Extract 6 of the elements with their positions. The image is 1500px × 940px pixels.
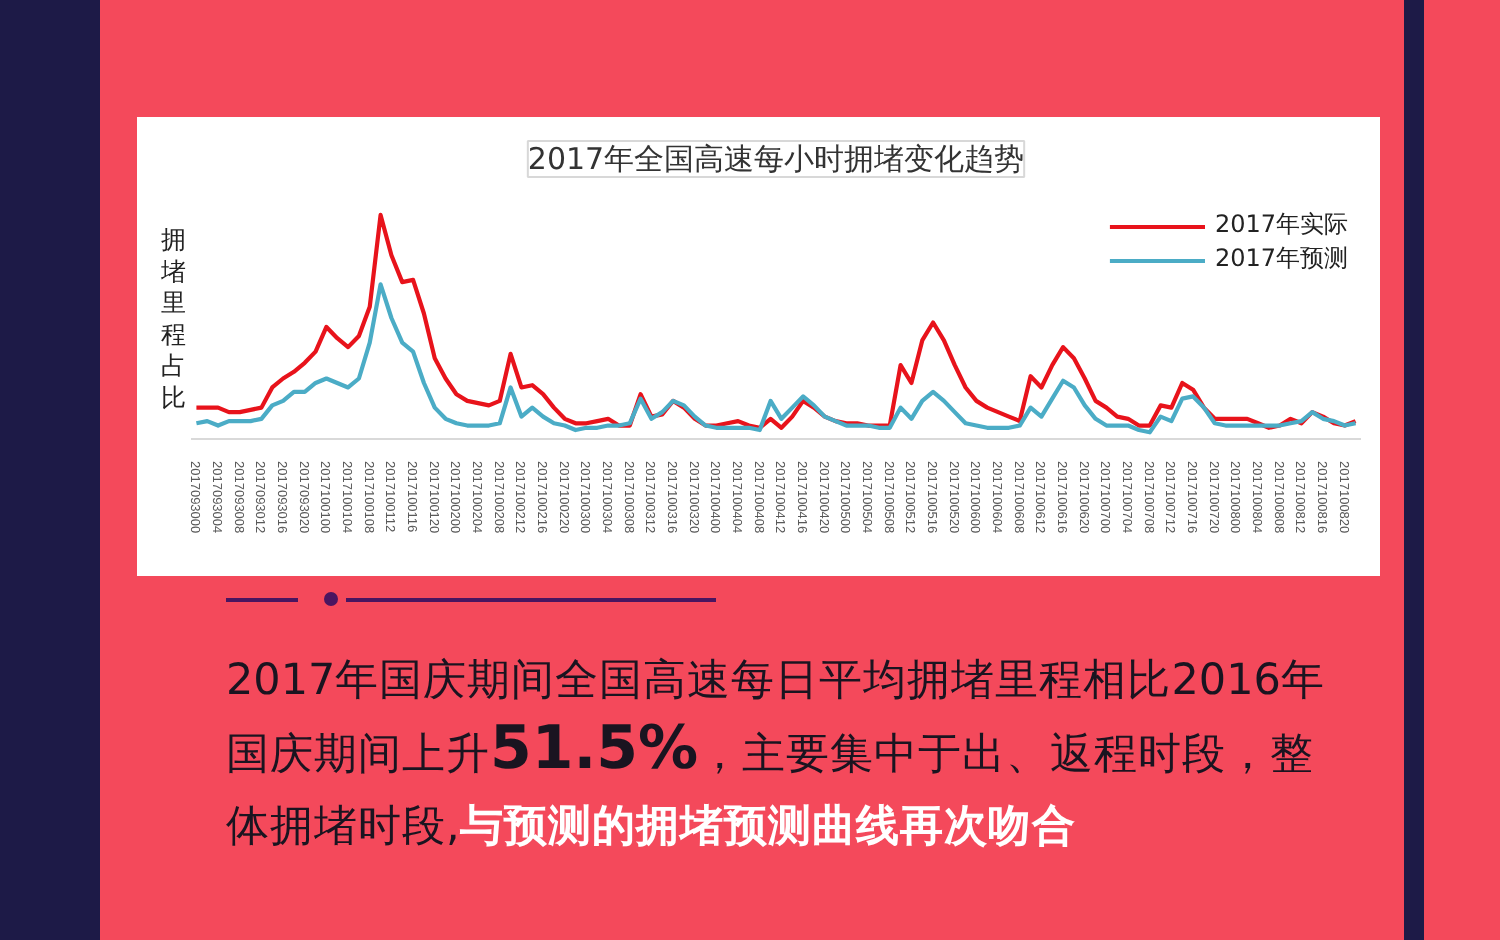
chart-title: 2017年全国高速每小时拥堵变化趋势 [527,141,1025,177]
legend-label: 2017年预测 [1214,242,1348,276]
legend-label: 2017年实际 [1214,208,1348,242]
text: 与预测的拥堵预测曲线再次吻合 [459,802,1076,852]
y-axis-title: 拥堵里程占比 [159,224,187,412]
text: 51.5% [490,713,699,783]
